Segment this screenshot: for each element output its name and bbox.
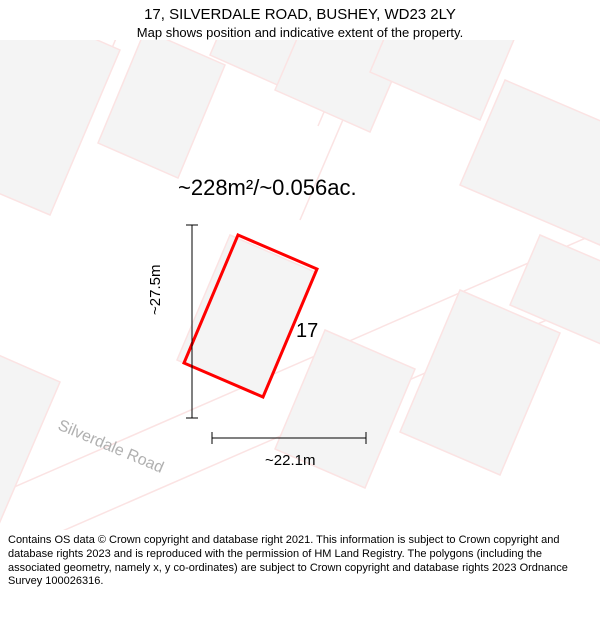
footer-attribution: Contains OS data © Crown copyright and d… — [0, 530, 600, 589]
page-subtitle: Map shows position and indicative extent… — [10, 25, 590, 40]
area-label: ~228m²/~0.056ac. — [178, 175, 357, 201]
page-title: 17, SILVERDALE ROAD, BUSHEY, WD23 2LY — [10, 6, 590, 23]
map-canvas: ~228m²/~0.056ac. ~27.5m ~22.1m 17 Silver… — [0, 40, 600, 530]
dimension-height-label: ~27.5m — [147, 265, 164, 315]
house-number: 17 — [296, 320, 318, 343]
dimension-width-label: ~22.1m — [265, 452, 315, 469]
header: 17, SILVERDALE ROAD, BUSHEY, WD23 2LY Ma… — [0, 0, 600, 40]
